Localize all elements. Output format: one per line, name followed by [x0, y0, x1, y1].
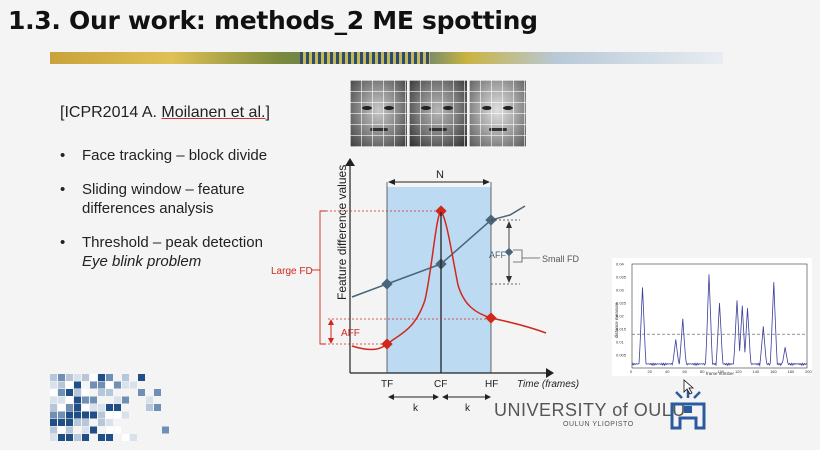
chart-frame [631, 263, 808, 369]
x-tick-label: 140 [753, 369, 760, 374]
tick-label-cf: CF [434, 379, 447, 390]
x-tick-label: 0 [630, 369, 633, 374]
arrow-right-icon [433, 394, 439, 400]
small-fd-label: Small FD [542, 254, 580, 264]
x-tick-label: 100 [718, 369, 725, 374]
distance-chart: 0.04 0.035 0.03 0.025 0.02 0.015 0.01 0.005 0 20… [612, 258, 812, 376]
bullet-subtext: Eye blink problem [82, 253, 202, 270]
aff-blue-marker [504, 247, 514, 257]
mouse-cursor-icon [683, 379, 695, 395]
university-logo-subtext: OULUN YLIOPISTO [563, 421, 634, 428]
y-tick-label: 0.005 [616, 353, 627, 358]
large-fd-label: Large FD [271, 266, 313, 277]
bullet-text: Face tracking – block divide [82, 147, 268, 164]
tick-label-tf: TF [381, 379, 393, 390]
x-tick-label: 200 [805, 369, 812, 374]
x-tick-label: 120 [735, 369, 742, 374]
face-image [350, 80, 408, 147]
blue-marker-tf [381, 278, 393, 290]
x-tick-labels: 0 20 40 60 80 100 120 140 160 180 200 [630, 369, 812, 374]
y-axis-label: Feature difference values [335, 165, 349, 300]
y-axis-arrow [345, 158, 355, 166]
banner-stripes [300, 52, 430, 64]
arrow-up-icon [328, 319, 334, 325]
aff-blue-label: AFF [489, 250, 507, 260]
k-label-left: k [413, 403, 419, 414]
y-tick-label: 0.02 [616, 314, 625, 319]
aff-red-label: AFF [341, 328, 360, 339]
arrow-left-icon [388, 179, 395, 185]
arrow-down-icon [328, 338, 334, 344]
bullet-item: Threshold – peak detection Eye blink pro… [58, 233, 308, 271]
citation-authors: Moilanen et al. [161, 104, 266, 121]
arrow-up-icon [506, 221, 512, 228]
large-fd-bracket [319, 210, 326, 345]
arrow-left-icon [388, 394, 394, 400]
red-marker-hf [485, 312, 497, 324]
y-tick-label: 0.01 [616, 340, 625, 345]
x-tick-label: 40 [665, 369, 670, 374]
red-marker-cf [435, 205, 447, 217]
citation-suffix: ] [265, 104, 270, 121]
chart-ylabel: distance measure [614, 302, 619, 338]
y-tick-label: 0.035 [616, 275, 627, 280]
citation: [ICPR2014 A. Moilanen et al.] [60, 104, 270, 122]
window-label: N [436, 169, 444, 181]
x-tick-label: 80 [700, 369, 705, 374]
face-image [409, 80, 467, 147]
bullet-item: Sliding window – feature differences ana… [58, 180, 308, 218]
y-tick-label: 0.015 [616, 327, 627, 332]
arrow-down-icon [506, 276, 512, 283]
slide-title: 1.3. Our work: methods_2 ME spotting [8, 6, 538, 35]
tick-label-hf: HF [485, 379, 498, 390]
arrow-left-icon [442, 394, 448, 400]
y-tick-label: 0.04 [616, 262, 625, 267]
arrow-right-icon [483, 179, 490, 185]
bullet-text: Sliding window – feature differences ana… [82, 181, 245, 217]
chart-xlabel: frame number [706, 371, 735, 376]
x-tick-label: 20 [648, 369, 653, 374]
y-tick-labels: 0.04 0.035 0.03 0.025 0.02 0.015 0.01 0.005 [616, 262, 627, 358]
bullet-text: Threshold – peak detection [82, 234, 263, 251]
face-image [468, 80, 526, 147]
citation-prefix: [ICPR2014 A. [60, 104, 162, 121]
bullet-item: Face tracking – block divide [58, 146, 308, 165]
distance-series [631, 274, 808, 367]
y-tick-label: 0.03 [616, 288, 625, 293]
x-tick-label: 60 [683, 369, 688, 374]
x-axis-label: Time (frames) [517, 379, 579, 390]
university-crest-icon [670, 390, 706, 430]
x-tick-label: 160 [770, 369, 777, 374]
arrow-right-icon [485, 394, 491, 400]
red-marker-tf [381, 338, 393, 350]
small-fd-bracket [513, 249, 523, 263]
blue-curve [351, 205, 526, 298]
bullet-list: Face tracking – block divide Sliding win… [58, 146, 308, 286]
university-logo-text: UNIVERSITY of OULU [494, 400, 686, 420]
pixel-decoration [50, 374, 169, 441]
y-tick-label: 0.025 [616, 301, 627, 306]
x-tick-label: 180 [788, 369, 795, 374]
face-block-images [350, 80, 526, 147]
k-label-right: k [465, 403, 471, 414]
x-axis-arrow [546, 368, 554, 378]
